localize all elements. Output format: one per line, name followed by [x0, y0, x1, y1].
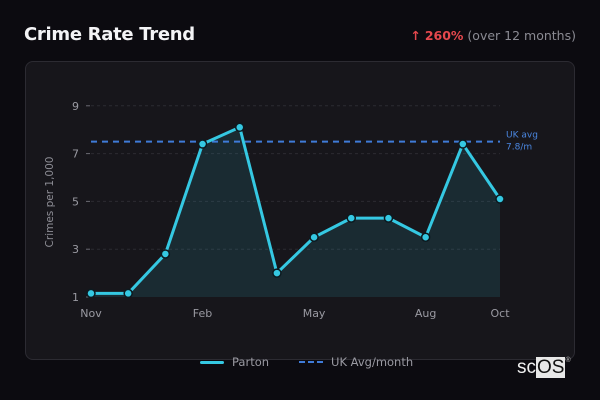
legend-item-avg[interactable]: UK Avg/month: [299, 355, 413, 369]
svg-text:Nov: Nov: [80, 307, 102, 320]
data-points: [86, 122, 505, 299]
change-period: (over 12 months): [467, 28, 576, 43]
x-axis-ticks: Nov Feb May Aug Oct: [80, 307, 510, 320]
grid-lines: [91, 105, 500, 250]
svg-text:Oct: Oct: [490, 307, 510, 320]
uk-avg-annotation-value: 7.8/m: [506, 143, 532, 153]
svg-text:9: 9: [72, 100, 79, 113]
data-point[interactable]: [234, 122, 245, 133]
data-point[interactable]: [309, 232, 319, 242]
solid-line-icon: [200, 360, 224, 364]
page-title: Crime Rate Trend: [24, 24, 195, 45]
data-point[interactable]: [383, 213, 394, 223]
legend-item-series[interactable]: Parton: [200, 355, 269, 369]
legend-avg-label: UK Avg/month: [331, 355, 414, 369]
data-point[interactable]: [420, 232, 431, 242]
svg-text:5: 5: [72, 195, 79, 208]
svg-text:7: 7: [72, 148, 79, 161]
change-indicator: ↑ 260% (over 12 months): [410, 28, 576, 43]
legend: Parton UK Avg/month: [200, 355, 433, 369]
data-point[interactable]: [272, 268, 282, 278]
data-point[interactable]: [458, 139, 468, 149]
data-point[interactable]: [346, 213, 357, 223]
change-value: 260%: [424, 28, 464, 43]
series-area: [91, 127, 500, 297]
svg-text:1: 1: [72, 291, 79, 304]
svg-text:Feb: Feb: [193, 307, 212, 320]
y-axis-ticks: 1 3 5 7 9: [72, 100, 90, 304]
svg-text:3: 3: [72, 243, 79, 256]
data-point[interactable]: [160, 249, 171, 259]
brand-logo: scOS®: [517, 357, 571, 378]
svg-text:May: May: [303, 307, 326, 320]
data-point[interactable]: [495, 194, 505, 204]
y-axis-label: Crimes per 1,000: [44, 157, 56, 248]
data-point[interactable]: [197, 139, 208, 149]
dashed-line-icon: [299, 361, 324, 363]
chart-card: [25, 61, 575, 360]
legend-series-label: Parton: [232, 355, 270, 369]
arrow-up-icon: ↑: [410, 28, 421, 43]
data-point[interactable]: [123, 288, 133, 299]
uk-avg-annotation: UK avg: [506, 131, 538, 141]
svg-text:Aug: Aug: [415, 307, 436, 320]
data-point[interactable]: [86, 288, 96, 299]
series-line: [91, 125, 502, 295]
